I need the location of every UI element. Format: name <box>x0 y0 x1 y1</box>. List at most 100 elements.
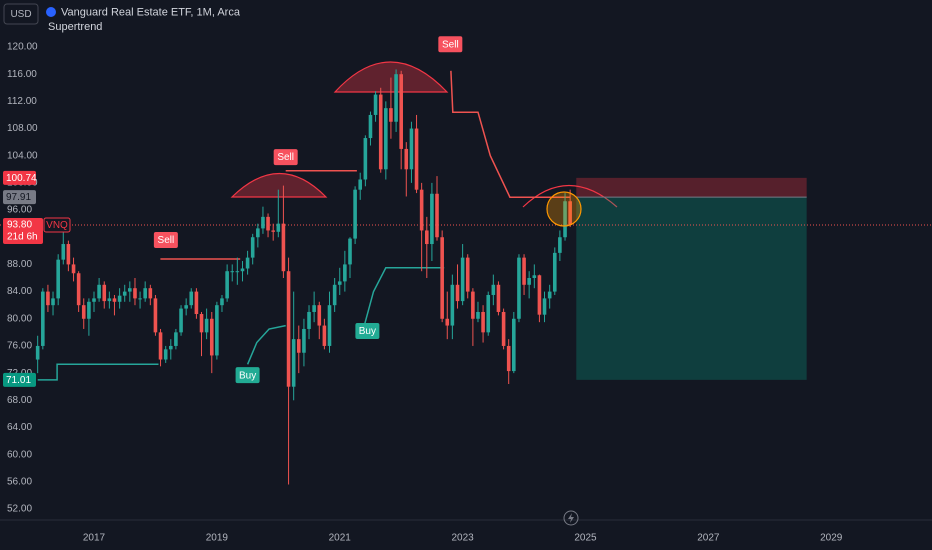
candle-body <box>51 298 55 306</box>
candle-body <box>163 349 168 360</box>
countdown-text: 21d 6h <box>7 232 38 243</box>
candle-body <box>102 284 107 302</box>
candle-body <box>337 281 342 285</box>
signal-text: Buy <box>239 370 256 381</box>
candle-body <box>481 311 485 333</box>
candle-body <box>558 237 562 253</box>
last-price-tag <box>3 218 43 245</box>
candle-body <box>235 271 240 273</box>
candle-body <box>302 328 306 353</box>
plot-area: Sell Buy Sell Buy Sell <box>0 36 932 485</box>
symbol-text: VNQ <box>46 220 68 231</box>
arc-shape <box>230 173 328 198</box>
candle-body <box>399 74 403 149</box>
lightning-button[interactable] <box>563 510 579 526</box>
candle-body <box>517 257 521 319</box>
candle-body <box>61 244 66 260</box>
arc-shape <box>522 185 618 208</box>
candle-body <box>465 257 470 292</box>
y-tick-label: 112.00 <box>7 96 37 107</box>
candle-body <box>368 114 373 139</box>
candle-body <box>225 271 229 299</box>
candle-body <box>286 271 291 387</box>
price-tag-text: 71.01 <box>6 375 31 386</box>
candle-body <box>56 259 60 299</box>
y-tick-label: 56.00 <box>7 476 32 487</box>
candle-body <box>537 275 542 315</box>
candle-body <box>307 311 311 329</box>
lightning-icon <box>568 513 574 523</box>
y-tick-label: 108.00 <box>7 123 38 134</box>
price-tag <box>3 190 36 205</box>
price-tag <box>3 372 36 387</box>
x-tick-label: 2023 <box>451 533 474 544</box>
candle-body <box>384 108 388 170</box>
x-tick-label: 2021 <box>329 533 352 544</box>
signal-label <box>438 36 463 53</box>
candle-body <box>215 305 219 356</box>
candle-body <box>343 264 347 282</box>
candle-body <box>153 298 158 333</box>
candle-body <box>271 230 276 232</box>
candle-body <box>230 271 235 273</box>
candle-body <box>460 257 465 302</box>
candle-body <box>563 201 567 238</box>
last-price-text: 93.80 <box>7 220 32 231</box>
candle-body <box>522 257 526 285</box>
candle-body <box>327 305 332 346</box>
candle-body <box>312 305 316 312</box>
axes: 52.0056.0060.0064.0068.0072.0076.0080.00… <box>0 42 932 550</box>
candle-body <box>133 288 137 299</box>
price-tag <box>3 170 36 185</box>
candle-body <box>471 291 475 319</box>
signal-label <box>273 149 298 166</box>
candle-body <box>547 291 552 299</box>
candle-body <box>445 318 450 326</box>
x-axis-band <box>0 520 932 550</box>
candle-body <box>138 298 142 300</box>
currency-box[interactable] <box>3 3 39 25</box>
candle-body <box>532 275 537 279</box>
candle-body <box>414 128 419 190</box>
y-tick-label: 96.00 <box>7 205 32 216</box>
candle-body <box>296 339 301 353</box>
candle-body <box>409 128 414 170</box>
candle-body <box>256 228 260 238</box>
candle-body <box>552 252 557 292</box>
candle-body <box>81 305 86 319</box>
arc-shape <box>333 61 449 93</box>
y-tick-label: 104.00 <box>7 150 38 161</box>
candle-body <box>317 305 322 326</box>
candle-body <box>358 179 363 190</box>
price-tag-text: 100.74 <box>6 173 37 184</box>
price-tag-text: 97.91 <box>6 192 31 203</box>
candle-body <box>276 223 281 232</box>
candle-body <box>128 288 132 292</box>
stop-zone <box>576 177 807 198</box>
candle-body <box>179 308 183 333</box>
y-tick-label: 52.00 <box>7 504 32 515</box>
candle-body <box>394 74 398 122</box>
candle-body <box>363 138 368 180</box>
candle-body <box>542 298 547 315</box>
drawings <box>230 61 618 208</box>
candle-body <box>168 345 173 350</box>
highlight-circle <box>546 191 582 227</box>
candle-body <box>373 94 378 115</box>
candle-body <box>35 345 40 360</box>
symbol-icon <box>46 7 56 17</box>
candle-body <box>266 216 270 231</box>
signal-text: Sell <box>158 235 175 246</box>
candle-body <box>199 314 204 333</box>
y-tick-label: 64.00 <box>7 422 32 433</box>
indicator-name: Supertrend <box>48 21 102 33</box>
y-tick-label: 60.00 <box>7 449 32 460</box>
candle-body <box>435 193 439 238</box>
candle-body <box>501 311 506 346</box>
candle-body <box>486 294 491 333</box>
candle-body <box>348 238 352 265</box>
candle-body <box>404 148 409 170</box>
candle-body <box>112 298 117 302</box>
supertrend-line <box>37 267 445 381</box>
